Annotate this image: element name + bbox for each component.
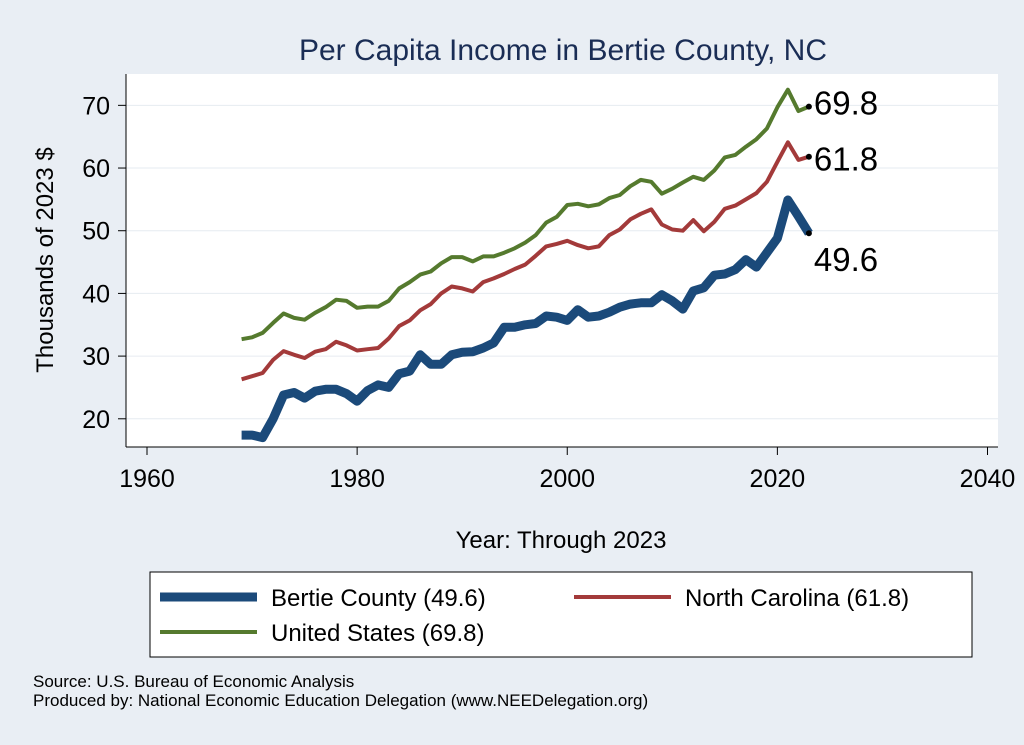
end-label-united-states: 69.8: [814, 85, 878, 122]
end-label-bertie-county: 49.6: [814, 241, 878, 278]
series-lines: [241, 87, 813, 443]
x-tick-label: 2040: [960, 465, 1016, 493]
legend-label-bertie: Bertie County (49.6): [271, 585, 486, 612]
series-line-north-carolina: [241, 140, 810, 382]
x-tick-label: 1980: [329, 465, 385, 493]
producer-note: Produced by: National Economic Education…: [33, 691, 649, 710]
x-axis-title: Year: Through 2023: [456, 527, 667, 554]
legend-label-united-states: United States (69.8): [271, 620, 484, 647]
chart-title: Per Capita Income in Bertie County, NC: [299, 34, 827, 67]
source-note: Source: U.S. Bureau of Economic Analysis: [33, 672, 355, 691]
plot-area: [126, 74, 998, 447]
y-tick-label: 40: [82, 280, 110, 308]
end-point-bertie-county: [805, 230, 812, 237]
legend-label-north-carolina: North Carolina (61.8): [685, 585, 909, 612]
y-axis-ticks: 20 30 40 50 60 70: [82, 92, 126, 434]
y-tick-label: 30: [82, 343, 110, 371]
y-axis-title: Thousands of 2023 $: [32, 147, 59, 373]
axes: [125, 74, 998, 448]
x-axis-ticks: 1960 1980 2000 2020 2040: [119, 447, 1015, 493]
end-labels: 49.6 61.8 69.8: [805, 85, 878, 278]
series-line-united-states: [241, 87, 810, 342]
x-tick-label: 2020: [750, 465, 806, 493]
x-tick-label: 2000: [539, 465, 595, 493]
legend-box: [149, 571, 973, 658]
y-tick-label: 70: [82, 92, 110, 120]
end-point-north-carolina: [805, 153, 812, 160]
y-tick-label: 50: [82, 218, 110, 246]
y-tick-label: 20: [82, 406, 110, 434]
x-tick-label: 1960: [119, 465, 175, 493]
end-point-united-states: [805, 103, 812, 110]
y-tick-label: 60: [82, 155, 110, 183]
series-line-bertie-county: [241, 195, 813, 443]
legend: Bertie County (49.6) North Carolina (61.…: [149, 571, 973, 658]
end-label-north-carolina: 61.8: [814, 141, 878, 178]
